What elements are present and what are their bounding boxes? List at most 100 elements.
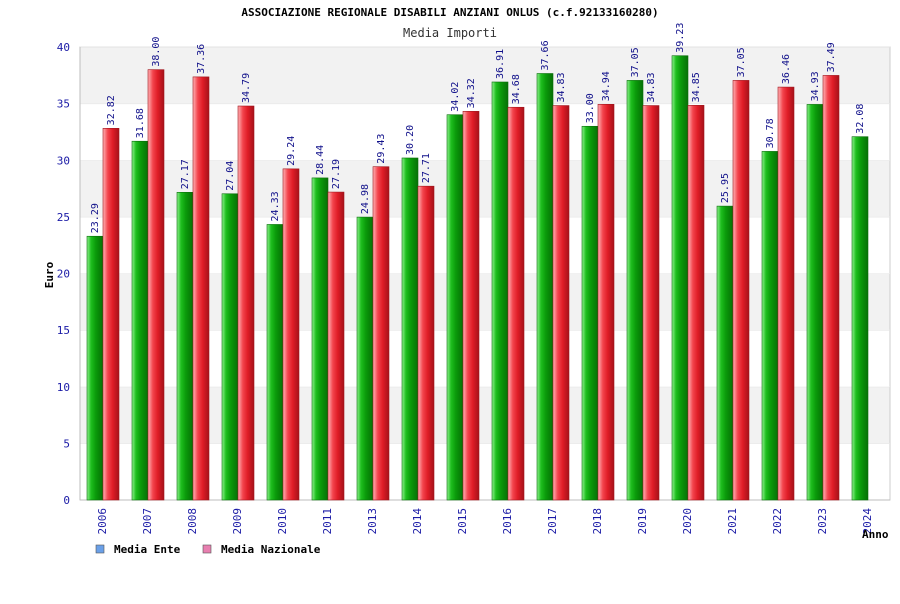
x-tick-label: 2006 (96, 508, 109, 535)
value-label-media-ente: 34.02 (450, 82, 461, 112)
y-tick-label: 15 (57, 324, 70, 337)
value-label-media-ente: 24.33 (270, 191, 281, 221)
value-label-media-nazionale: 37.36 (196, 44, 207, 74)
legend-label-media-ente: Media Ente (114, 543, 181, 556)
x-tick-label: 2021 (726, 508, 739, 535)
x-tick-label: 2014 (411, 508, 424, 535)
grid-band (80, 47, 890, 104)
bar-media-ente (761, 151, 779, 501)
x-tick-label: 2024 (861, 508, 874, 535)
value-label-media-nazionale: 37.05 (736, 47, 747, 77)
value-label-media-nazionale: 34.83 (556, 72, 567, 102)
x-tick-label: 2022 (771, 508, 784, 535)
value-label-media-ente: 27.17 (180, 159, 191, 189)
bar-media-nazionale (642, 105, 660, 501)
value-label-media-ente: 24.98 (360, 184, 371, 214)
bar-media-ente (221, 193, 239, 501)
bar-media-ente (356, 216, 374, 501)
grid-band (80, 386, 890, 444)
bars-group (86, 55, 869, 501)
bar-media-ente (671, 55, 689, 501)
legend-swatch-media-ente (95, 544, 105, 554)
value-label-media-nazionale: 34.83 (646, 72, 657, 102)
value-label-media-ente: 28.44 (315, 145, 326, 175)
bar-media-ente (446, 114, 464, 501)
x-tick-label: 2010 (276, 508, 289, 535)
value-labels-group: 23.29 32.82 31.68 38.00 27.17 37.36 27.04 34.79… (90, 23, 866, 234)
legend-swatch-media-nazionale (202, 544, 212, 554)
chart-title: ASSOCIAZIONE REGIONALE DISABILI ANZIANI … (241, 6, 658, 19)
y-tick-label: 30 (57, 154, 70, 167)
value-label-media-ente: 37.66 (540, 40, 551, 70)
bar-media-ente (86, 235, 104, 501)
bar-media-nazionale (192, 76, 210, 501)
bar-media-ente (176, 191, 194, 501)
bar-media-nazionale (822, 75, 840, 501)
x-tick-label: 2019 (636, 508, 649, 535)
x-tick-label: 2017 (546, 508, 559, 535)
grid-band (80, 443, 890, 500)
bar-media-ente (716, 205, 734, 501)
bar-media-nazionale (372, 166, 390, 501)
value-label-media-ente: 30.78 (765, 118, 776, 148)
bar-media-ente (491, 81, 509, 501)
plot-background (79, 46, 891, 501)
y-tick-label: 40 (57, 41, 70, 54)
legend-label-media-nazionale: Media Nazionale (221, 543, 321, 556)
bar-media-ente (851, 136, 869, 501)
bar-media-nazionale (282, 168, 300, 501)
value-label-media-ente: 32.08 (855, 104, 866, 134)
x-tick-label: 2013 (366, 508, 379, 535)
grid-band (80, 273, 890, 331)
x-tick-label: 2016 (501, 508, 514, 535)
bar-media-ente (806, 104, 824, 501)
x-tick-label: 2007 (141, 508, 154, 535)
bar-media-nazionale (147, 69, 165, 501)
value-label-media-ente: 34.93 (810, 71, 821, 101)
bar-media-nazionale (327, 191, 345, 501)
y-tick-label: 20 (57, 268, 70, 281)
bar-media-nazionale (552, 105, 570, 501)
value-label-media-ente: 30.20 (405, 125, 416, 155)
value-label-media-nazionale: 29.24 (286, 136, 297, 166)
bar-media-nazionale (732, 80, 750, 501)
y-axis-label: Euro (43, 261, 56, 288)
value-label-media-nazionale: 34.85 (691, 72, 702, 102)
value-label-media-nazionale: 34.68 (511, 74, 522, 104)
y-tick-label: 5 (63, 437, 70, 450)
value-label-media-nazionale: 29.43 (376, 134, 387, 164)
value-label-media-nazionale: 37.49 (826, 42, 837, 72)
grid-band (80, 160, 890, 217)
x-tick-label: 2015 (456, 508, 469, 535)
y-axis-ticks: 0 5 10 15 20 25 30 35 40 (57, 41, 70, 507)
grid-band (80, 103, 890, 161)
value-label-media-nazionale: 32.82 (106, 95, 117, 125)
legend: Media Ente Media Nazionale (95, 543, 321, 556)
x-axis-ticks: 2006 2007 2008 2009 2010 2011 2013 2014 2015 2016… (96, 508, 874, 535)
chart-subtitle: Media Importi (403, 26, 497, 40)
value-label-media-nazionale: 38.00 (151, 37, 162, 67)
value-label-media-ente: 23.29 (90, 203, 101, 233)
bar-media-nazionale (687, 105, 705, 501)
bar-media-ente (581, 125, 599, 501)
value-label-media-ente: 37.05 (630, 47, 641, 77)
y-tick-label: 10 (57, 381, 70, 394)
bar-media-nazionale (777, 86, 795, 501)
grid-band (80, 216, 890, 274)
x-tick-label: 2018 (591, 508, 604, 535)
bar-media-nazionale (417, 185, 435, 501)
value-label-media-ente: 27.04 (225, 161, 236, 191)
y-tick-label: 25 (57, 211, 70, 224)
grid-band (80, 330, 890, 387)
bar-media-nazionale (462, 111, 480, 501)
bar-media-nazionale (237, 105, 255, 501)
bar-media-ente (311, 177, 329, 501)
value-label-media-ente: 39.23 (675, 23, 686, 53)
bar-media-ente (401, 157, 419, 501)
x-axis-label: Anno (862, 528, 889, 541)
value-label-media-nazionale: 27.19 (331, 159, 342, 189)
x-tick-label: 2023 (816, 508, 829, 535)
value-label-media-nazionale: 34.32 (466, 78, 477, 108)
bar-media-nazionale (102, 128, 120, 501)
